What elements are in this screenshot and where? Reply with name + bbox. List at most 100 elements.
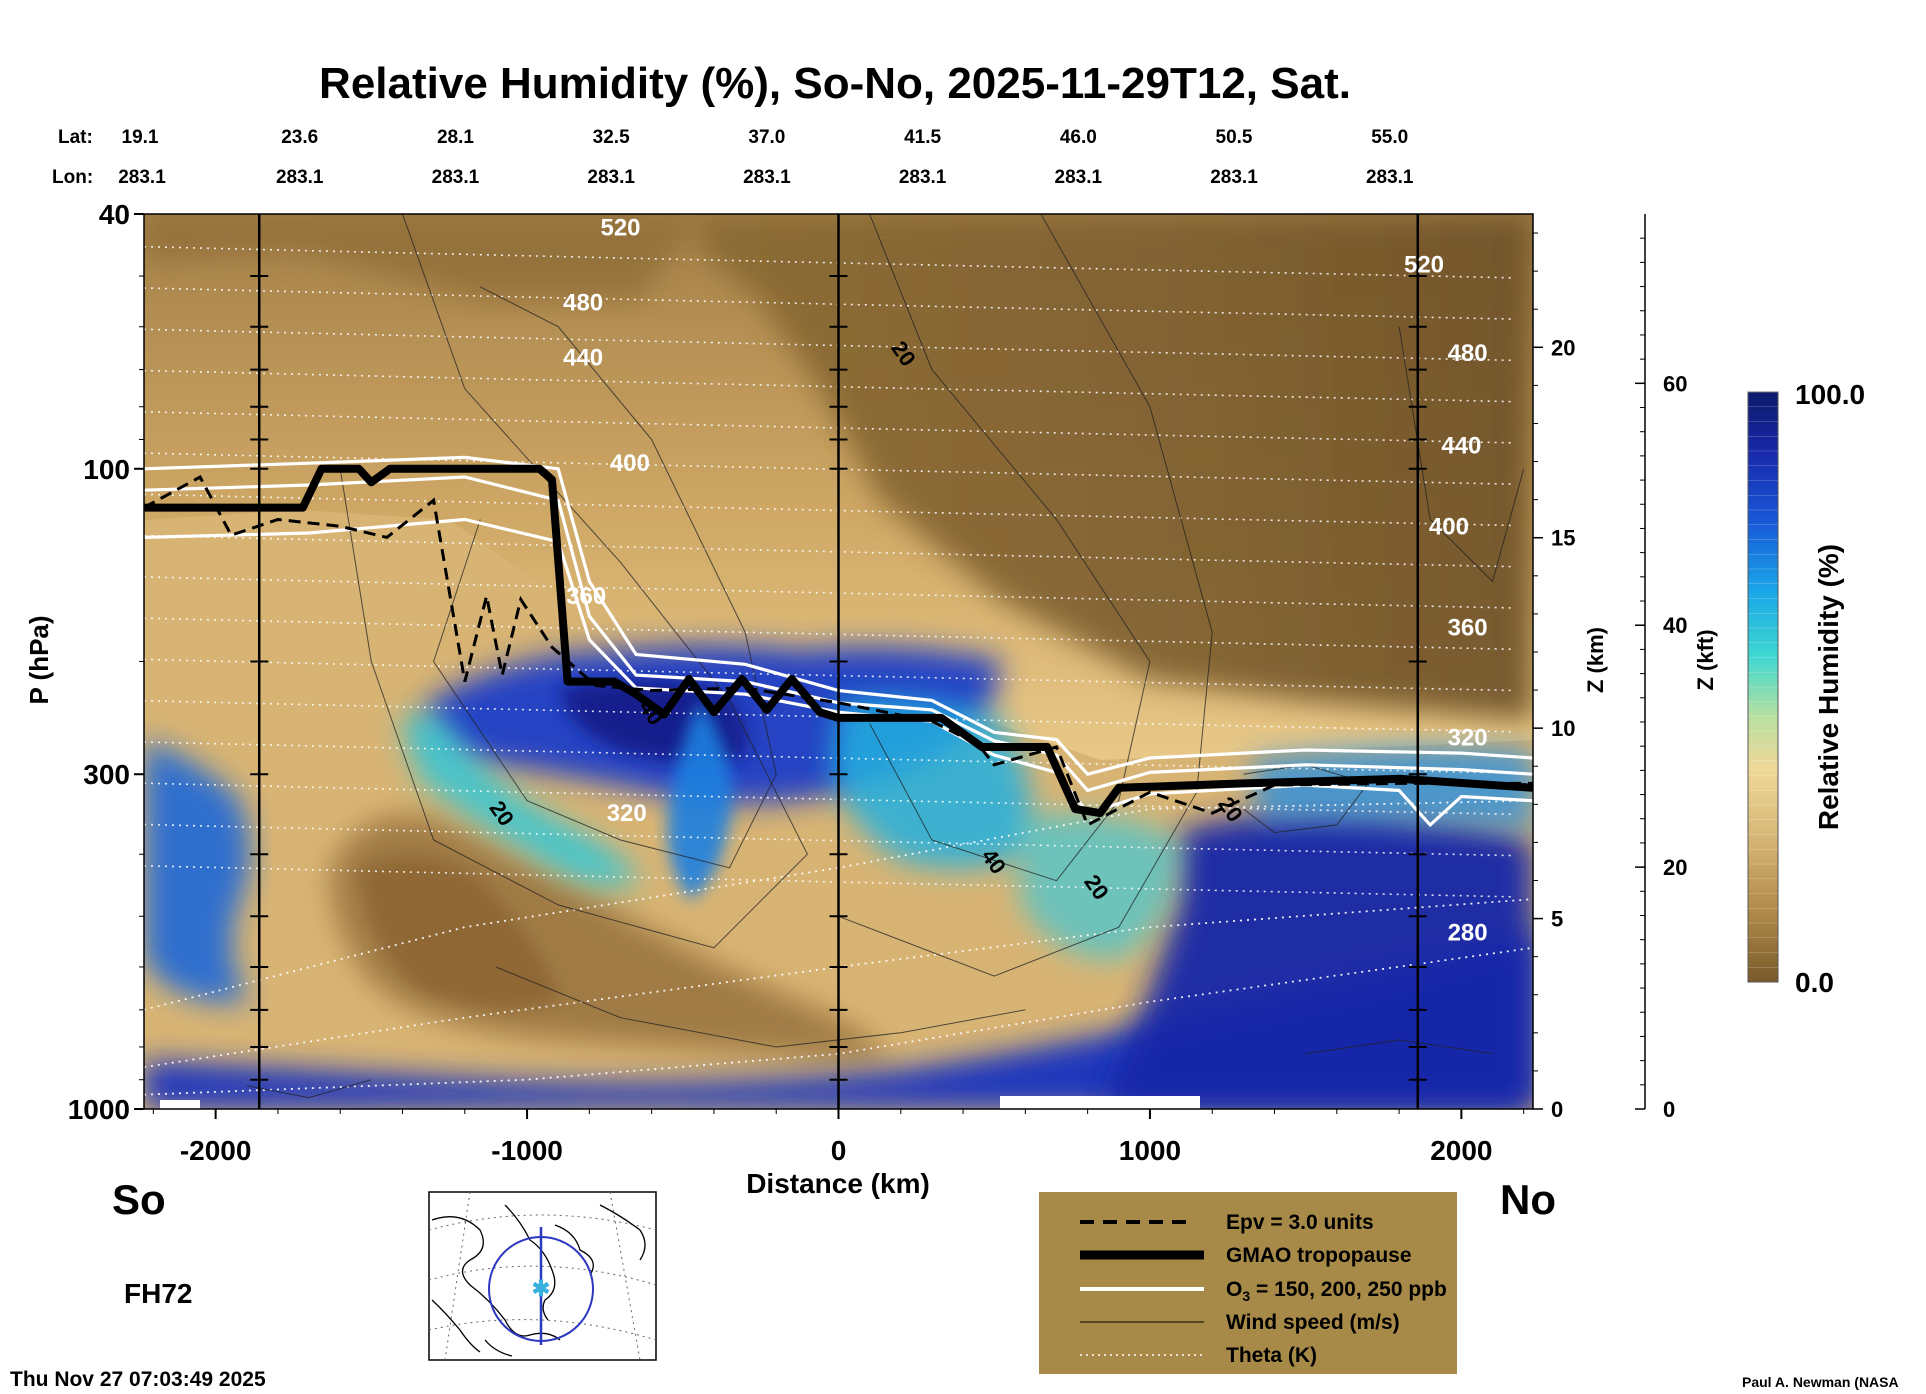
legend-item-epv: Epv = 3.0 units <box>1080 1211 1374 1234</box>
theta-label: 480 <box>1448 340 1488 367</box>
z-km-tick-label: 5 <box>1551 907 1563 932</box>
lat-value: 28.1 <box>437 127 474 148</box>
legend-ozone-suffix: = 150, 200, 250 ppb <box>1250 1278 1447 1301</box>
lon-value: 283.1 <box>1366 167 1414 188</box>
legend-item-wind: Wind speed (m/s) <box>1080 1311 1400 1334</box>
rh-moist-center <box>830 697 1032 868</box>
lat-value: 55.0 <box>1371 127 1408 148</box>
rh-stratosphere-dark <box>700 214 1533 720</box>
rh-moist-column <box>667 700 732 900</box>
z-km-tick-label: 0 <box>1551 1097 1563 1122</box>
x-axis-label: Distance (km) <box>746 1168 930 1199</box>
x-tick-label: -2000 <box>180 1135 252 1166</box>
tropopause-line <box>144 464 1533 818</box>
rh-upper-left-dark <box>144 214 700 300</box>
map-star-icon: ✱ <box>532 1276 550 1301</box>
forecast-hour-label: FH72 <box>124 1278 192 1309</box>
rh-moist-left <box>144 740 250 1003</box>
x-axis: -2000 -1000 0 1000 2000 <box>152 1109 1525 1166</box>
ozone-contour <box>144 455 1533 776</box>
colorbar-steps <box>1748 391 1778 968</box>
vertical-markers <box>250 214 1427 1109</box>
theta-line <box>144 328 1515 362</box>
theta-label: 520 <box>600 215 640 242</box>
theta-label: 280 <box>1448 919 1488 946</box>
chart-title: Relative Humidity (%), So-No, 2025-11-29… <box>319 59 1351 108</box>
theta-label: 400 <box>610 450 650 477</box>
theta-line <box>144 411 1515 444</box>
colorbar-max-label: 100.0 <box>1795 379 1865 410</box>
legend-label-ozone: O3 = 150, 200, 250 ppb <box>1226 1278 1447 1304</box>
wind-contour <box>433 286 777 869</box>
lat-value: 46.0 <box>1060 127 1097 148</box>
colorbar-min-label: 0.0 <box>1795 967 1834 998</box>
colorbar-title: Relative Humidity (%) <box>1813 544 1844 830</box>
rh-surface-gap-2 <box>1000 1096 1200 1109</box>
lon-value: 283.1 <box>432 167 480 188</box>
rh-mid-right-cyan <box>1020 813 1180 960</box>
lat-value: 32.5 <box>593 127 630 148</box>
map-coastline <box>431 1204 646 1357</box>
theta-label: 400 <box>1429 513 1469 540</box>
theta-line <box>144 658 1515 692</box>
rh-right-upper-moist <box>1250 746 1533 830</box>
lon-value: 283.1 <box>276 167 324 188</box>
x-tick-label: 1000 <box>1119 1135 1181 1166</box>
theta-line <box>144 576 1515 609</box>
z-km-label: Z (km) <box>1583 627 1608 693</box>
theta-line <box>144 287 1515 320</box>
lat-lon-values: 19.1 283.1 23.6 283.1 28.1 283.1 32.5 283.1 37.0… <box>118 127 1414 188</box>
wind-contour <box>869 214 1151 882</box>
timestamp: Thu Nov 27 07:03:49 2025 <box>10 1368 266 1391</box>
theta-label: 320 <box>607 800 647 827</box>
legend-ozone-prefix: O <box>1226 1278 1242 1301</box>
z-km-tick-label: 10 <box>1551 716 1575 741</box>
theta-line <box>144 782 1515 816</box>
z-kft-tick-label: 20 <box>1663 855 1687 880</box>
lon-row-label: Lon: <box>52 167 93 188</box>
theta-label: 480 <box>563 290 603 317</box>
y-tick-label: 100 <box>83 454 130 485</box>
gmao-tropopause <box>144 464 1533 818</box>
lat-lon-header: Lat: Lon: 19.1 283.1 23.6 283.1 28.1 283.1 32.… <box>52 127 1414 188</box>
lon-value: 283.1 <box>587 167 635 188</box>
theta-line <box>144 534 1515 568</box>
lat-row-label: Lat: <box>58 127 93 148</box>
legend-item-tropopause: GMAO tropopause <box>1080 1244 1412 1267</box>
inset-map: ✱ <box>428 1191 657 1361</box>
north-label: No <box>1500 1176 1556 1223</box>
lon-value: 283.1 <box>1055 167 1103 188</box>
theta-line <box>144 699 1515 733</box>
rh-surface-gap <box>160 1100 200 1109</box>
credit-label: Paul A. Newman (NASA <box>1742 1374 1899 1390</box>
lon-value: 283.1 <box>743 167 791 188</box>
theta-line <box>144 617 1515 651</box>
lat-value: 50.5 <box>1216 127 1253 148</box>
y-axis-label: P (hPa) <box>24 615 54 704</box>
z-kft-axis: 0 20 40 60 <box>1635 214 1687 1122</box>
theta-label: 360 <box>566 583 606 610</box>
lat-value: 41.5 <box>904 127 941 148</box>
legend-label-wind: Wind speed (m/s) <box>1226 1311 1400 1334</box>
lon-value: 283.1 <box>1210 167 1258 188</box>
ozone-contour <box>144 475 1533 793</box>
legend-label-theta: Theta (K) <box>1226 1344 1317 1367</box>
theta-label: 360 <box>1448 615 1488 642</box>
z-km-tick-label: 20 <box>1551 335 1575 360</box>
theta-label: 520 <box>1404 252 1444 279</box>
lon-value: 283.1 <box>899 167 947 188</box>
y-tick-label: 40 <box>99 199 130 230</box>
theta-line <box>144 245 1515 279</box>
wind-contour <box>495 966 1026 1048</box>
colorbar: 100.0 0.0 Relative Humidity (%) <box>1747 379 1865 998</box>
y-axis: 40 100 300 1000 <box>68 199 144 1125</box>
theta-line <box>144 865 1515 898</box>
z-kft-tick-label: 40 <box>1663 613 1687 638</box>
z-kft-tick-label: 0 <box>1663 1097 1675 1122</box>
colorbar-gradient <box>1747 391 1779 983</box>
x-tick-label: 0 <box>831 1135 847 1166</box>
south-label: So <box>112 1176 166 1223</box>
y-tick-label: 300 <box>83 759 130 790</box>
theta-line <box>144 452 1515 485</box>
lat-value: 37.0 <box>748 127 785 148</box>
